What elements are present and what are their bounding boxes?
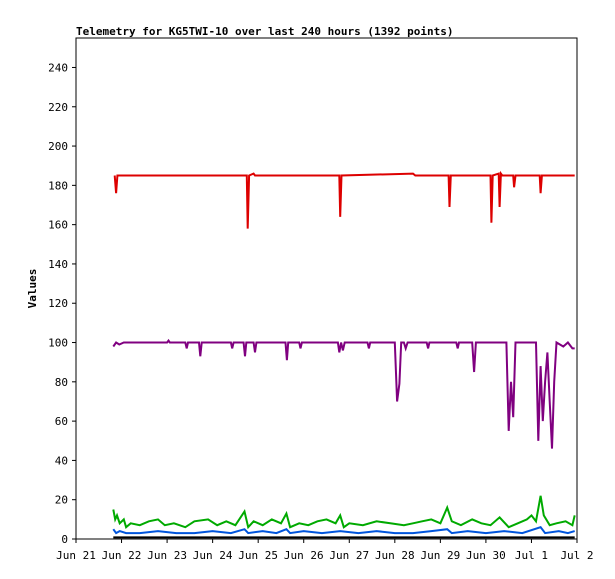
x-tick-label: Jun 21 xyxy=(56,549,96,562)
y-tick-label: 240 xyxy=(48,61,68,74)
y-tick-label: 220 xyxy=(48,101,68,114)
y-tick-label: 200 xyxy=(48,140,68,153)
y-tick-label: 80 xyxy=(55,376,68,389)
series-layer xyxy=(112,170,576,539)
x-tick-label: Jun 27 xyxy=(329,549,369,562)
y-tick-label: 20 xyxy=(55,494,68,507)
y-axis-label: Values xyxy=(26,269,39,309)
y-tick-label: 140 xyxy=(48,258,68,271)
y-tick-label: 160 xyxy=(48,219,68,232)
x-tick-label: Jun 23 xyxy=(147,549,187,562)
y-tick-label: 60 xyxy=(55,415,68,428)
series-line-3 xyxy=(112,526,575,535)
y-tick-label: 100 xyxy=(48,337,68,350)
y-tick-label: 40 xyxy=(55,454,68,467)
y-tick-label: 180 xyxy=(48,179,68,192)
x-tick-label: Jun 25 xyxy=(238,549,278,562)
series-line-0 xyxy=(113,170,575,229)
x-tick-label: Jun 26 xyxy=(284,549,324,562)
x-tick-label: Jul 1 xyxy=(515,549,548,562)
series-line-2 xyxy=(112,495,576,530)
chart-title: Telemetry for KG5TWI-10 over last 240 ho… xyxy=(76,25,454,38)
y-tick-label: 120 xyxy=(48,297,68,310)
x-tick-label: Jun 24 xyxy=(193,549,233,562)
x-tick-label: Jun 30 xyxy=(466,549,506,562)
x-tick-label: Jun 29 xyxy=(420,549,460,562)
x-tick-label: Jun 22 xyxy=(102,549,142,562)
x-axis-ticks: Jun 21 Jun 22 Jun 23 Jun 24 Jun 25 Jun 26 Jun … xyxy=(56,539,594,562)
plot-area-frame xyxy=(75,37,578,540)
x-tick-label: Jul 2 xyxy=(560,549,593,562)
series-line-1 xyxy=(112,338,575,449)
y-tick-label: 0 xyxy=(61,533,68,546)
y-axis-ticks: 0 20 40 60 80 100 120 140 160 180 200 220 240 xyxy=(48,61,76,546)
x-tick-label: Jun 28 xyxy=(375,549,415,562)
